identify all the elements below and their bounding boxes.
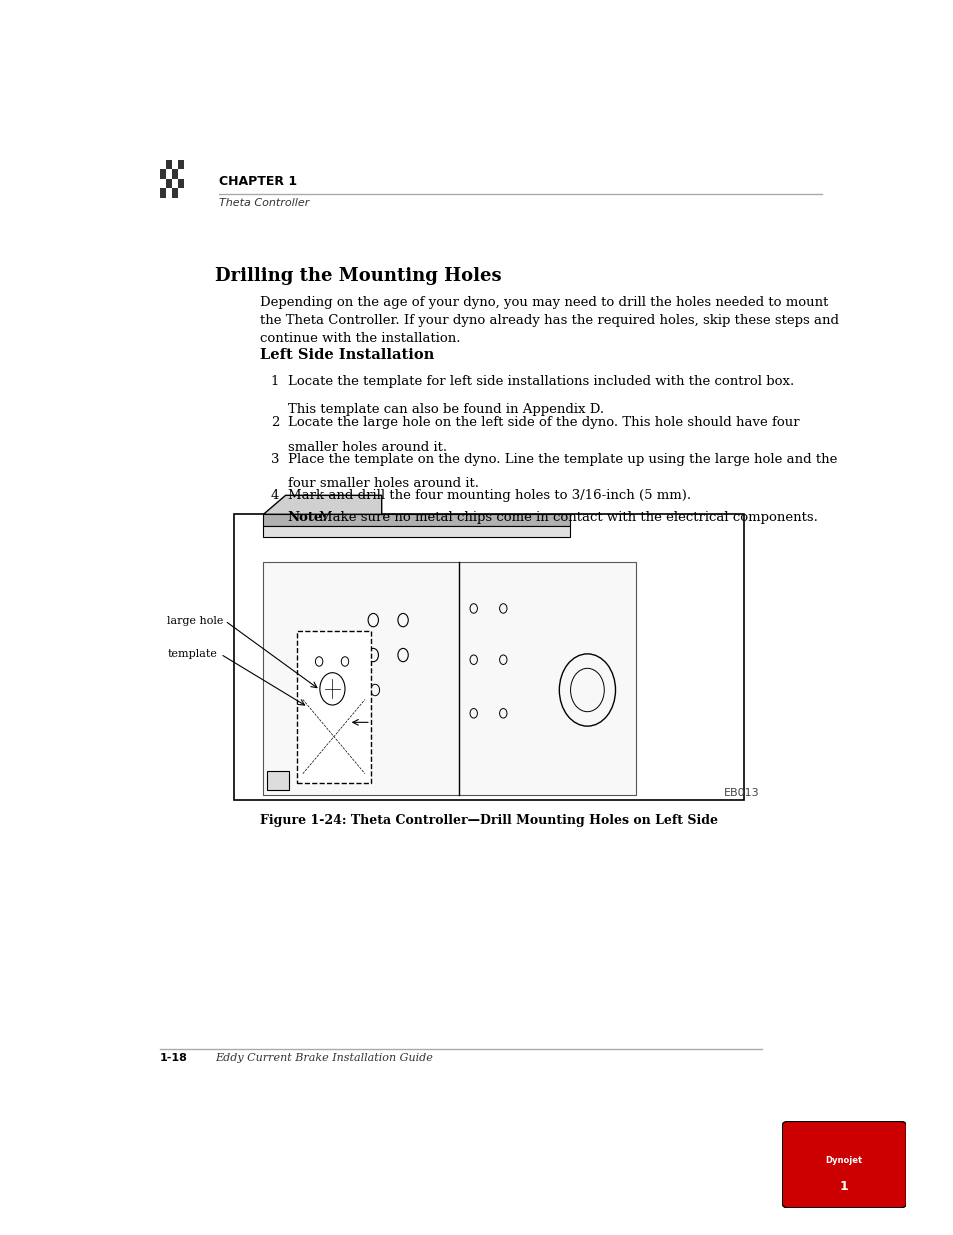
Text: Mark and drill the four mounting holes to 3/16-inch (5 mm).: Mark and drill the four mounting holes t… (288, 489, 690, 501)
Text: Figure 1-24: Theta Controller—Drill Mounting Holes on Left Side: Figure 1-24: Theta Controller—Drill Moun… (259, 814, 718, 827)
Bar (177, 169, 183, 179)
Polygon shape (263, 495, 381, 514)
Text: 4: 4 (271, 489, 279, 501)
Text: Left Side Installation: Left Side Installation (259, 348, 434, 362)
Bar (177, 159, 183, 169)
Bar (172, 159, 177, 169)
Bar (166, 188, 172, 198)
Text: Eddy Current Brake Installation Guide: Eddy Current Brake Installation Guide (215, 1052, 433, 1062)
Bar (160, 159, 166, 169)
Bar (172, 169, 177, 179)
Text: template: template (167, 650, 217, 659)
Bar (172, 188, 177, 198)
Text: Drilling the Mounting Holes: Drilling the Mounting Holes (215, 267, 501, 285)
Text: 1: 1 (271, 374, 279, 388)
Text: 1-18: 1-18 (160, 1052, 188, 1062)
Text: CHAPTER 1: CHAPTER 1 (219, 175, 297, 188)
Text: Locate the large hole on the left side of the dyno. This hole should have four: Locate the large hole on the left side o… (288, 416, 799, 430)
Bar (166, 159, 172, 169)
Bar (233, 514, 743, 799)
Bar (177, 188, 183, 198)
Bar (263, 514, 569, 526)
Text: Depending on the age of your dyno, you may need to drill the holes needed to mou: Depending on the age of your dyno, you m… (259, 295, 838, 345)
Text: Locate the template for left side installations included with the control box.: Locate the template for left side instal… (288, 374, 793, 388)
FancyBboxPatch shape (781, 1121, 905, 1208)
Text: This template can also be found in Appendix D.: This template can also be found in Appen… (288, 403, 603, 416)
Text: Note:: Note: (288, 511, 328, 525)
Text: smaller holes around it.: smaller holes around it. (288, 441, 446, 454)
Bar (166, 169, 172, 179)
Text: EB013: EB013 (723, 788, 759, 798)
Text: 2: 2 (271, 416, 279, 430)
Bar (263, 526, 569, 537)
Bar (166, 179, 172, 188)
Bar (160, 179, 166, 188)
Text: Theta Controller: Theta Controller (219, 198, 309, 207)
Text: Dynojet: Dynojet (825, 1156, 862, 1165)
Bar (267, 771, 289, 790)
Text: large hole: large hole (167, 616, 223, 626)
Bar (177, 179, 183, 188)
Bar (296, 631, 371, 783)
Text: Make sure no metal chips come in contact with the electrical components.: Make sure no metal chips come in contact… (318, 511, 817, 525)
Text: 1: 1 (839, 1179, 848, 1193)
Text: 3: 3 (271, 452, 279, 466)
Text: Place the template on the dyno. Line the template up using the large hole and th: Place the template on the dyno. Line the… (288, 452, 837, 466)
Bar (263, 562, 635, 795)
Bar (160, 169, 166, 179)
Bar (160, 188, 166, 198)
Bar (172, 179, 177, 188)
Text: four smaller holes around it.: four smaller holes around it. (288, 477, 478, 490)
